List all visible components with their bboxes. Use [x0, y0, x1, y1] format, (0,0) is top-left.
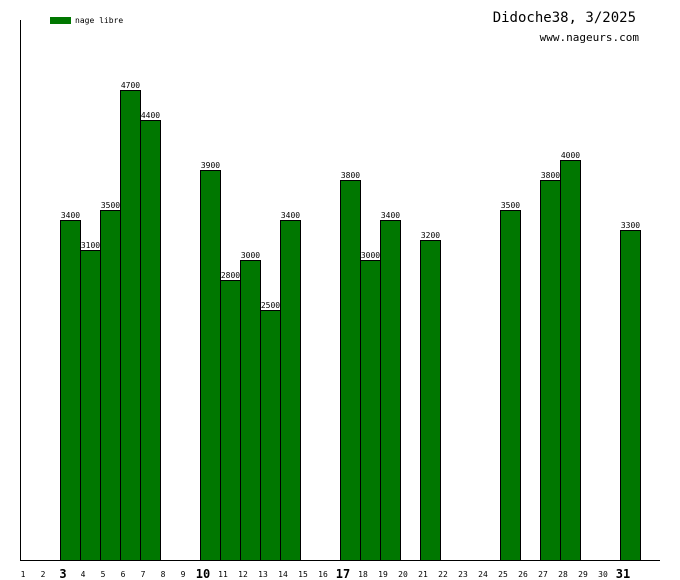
bar-day-5: [100, 210, 121, 561]
x-tick-label-16: 16: [318, 570, 328, 579]
x-tick-label-17: 17: [336, 567, 350, 580]
data-label-day-28: 4000: [561, 151, 580, 160]
x-tick-label-31: 31: [616, 567, 630, 580]
data-label-day-17: 3800: [341, 171, 360, 180]
bar-day-12: [240, 260, 261, 561]
legend-label: nage libre: [75, 16, 124, 25]
bar-day-7: [140, 120, 161, 561]
data-label-day-11: 2800: [221, 271, 240, 280]
bar-day-14: [280, 220, 301, 561]
x-tick-label-18: 18: [358, 570, 368, 579]
x-tick-label-12: 12: [238, 570, 248, 579]
bar-day-6: [120, 90, 141, 561]
data-label-day-4: 3100: [81, 241, 100, 250]
bar-day-25: [500, 210, 521, 561]
bar-day-28: [560, 160, 581, 561]
x-tick-label-9: 9: [181, 570, 186, 579]
chart-subtitle: www.nageurs.com: [539, 31, 639, 44]
x-tick-label-6: 6: [121, 570, 126, 579]
bar-day-31: [620, 230, 641, 561]
x-tick-label-21: 21: [418, 570, 428, 579]
bar-day-27: [540, 180, 561, 561]
bar-day-21: [420, 240, 441, 561]
data-label-day-25: 3500: [501, 201, 520, 210]
data-label-day-27: 3800: [541, 171, 560, 180]
x-tick-label-5: 5: [101, 570, 106, 579]
data-label-day-14: 3400: [281, 211, 300, 220]
x-tick-label-4: 4: [81, 570, 86, 579]
bar-day-18: [360, 260, 381, 561]
x-tick-label-23: 23: [458, 570, 468, 579]
x-tick-label-1: 1: [21, 570, 26, 579]
legend-swatch: [50, 17, 71, 24]
data-label-day-21: 3200: [421, 231, 440, 240]
x-tick-label-19: 19: [378, 570, 388, 579]
bar-day-4: [80, 250, 101, 561]
legend: nage libre: [50, 16, 123, 25]
data-label-day-18: 3000: [361, 251, 380, 260]
data-label-day-12: 3000: [241, 251, 260, 260]
data-label-day-5: 3500: [101, 201, 120, 210]
bar-day-19: [380, 220, 401, 561]
chart-title: Didoche38, 3/2025: [492, 10, 636, 26]
bar-day-3: [60, 220, 81, 561]
x-tick-label-13: 13: [258, 570, 268, 579]
x-tick-label-10: 10: [196, 567, 210, 580]
x-tick-label-26: 26: [518, 570, 528, 579]
bar-day-11: [220, 280, 241, 561]
bar-day-13: [260, 310, 281, 561]
data-label-day-31: 3300: [621, 221, 640, 230]
x-tick-label-2: 2: [41, 570, 46, 579]
data-label-day-10: 3900: [201, 161, 220, 170]
data-label-day-19: 3400: [381, 211, 400, 220]
x-tick-label-11: 11: [218, 570, 228, 579]
bar-day-17: [340, 180, 361, 561]
x-tick-label-29: 29: [578, 570, 588, 579]
data-label-day-3: 3400: [61, 211, 80, 220]
data-label-day-13: 2500: [261, 301, 280, 310]
data-label-day-6: 4700: [121, 81, 140, 90]
data-label-day-7: 4400: [141, 111, 160, 120]
x-tick-label-28: 28: [558, 570, 568, 579]
x-tick-label-20: 20: [398, 570, 408, 579]
bar-day-10: [200, 170, 221, 561]
x-tick-label-22: 22: [438, 570, 448, 579]
x-tick-label-7: 7: [141, 570, 146, 579]
x-tick-label-15: 15: [298, 570, 308, 579]
x-tick-label-27: 27: [538, 570, 548, 579]
x-tick-label-25: 25: [498, 570, 508, 579]
x-tick-label-3: 3: [59, 567, 66, 580]
x-tick-label-24: 24: [478, 570, 488, 579]
x-tick-label-30: 30: [598, 570, 608, 579]
x-tick-label-14: 14: [278, 570, 288, 579]
x-tick-label-8: 8: [161, 570, 166, 579]
